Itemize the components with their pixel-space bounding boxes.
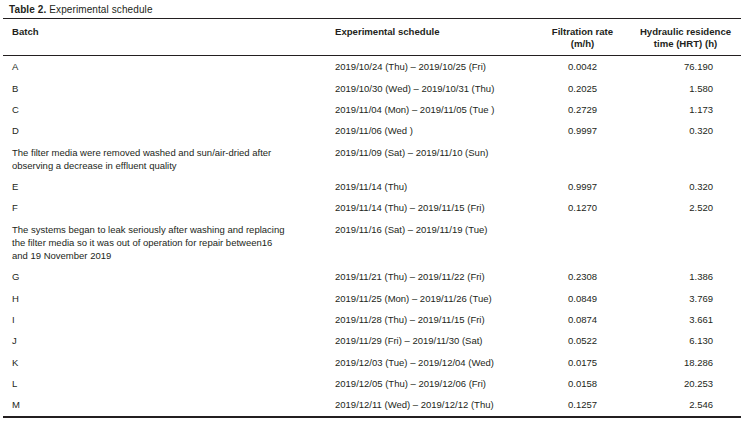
- filtration-rate-header-line2: (m/h): [571, 38, 594, 49]
- hrt-cell: 0.320: [630, 180, 741, 193]
- batch-cell: A: [3, 60, 335, 73]
- table-row: C 2019/11/04 (Mon) – 2019/11/05 (Tue ) 0…: [3, 99, 741, 120]
- hrt-cell: 1.580: [630, 82, 741, 95]
- table-header-row: Batch Experimental schedule Filtration r…: [3, 19, 741, 56]
- filtration-rate-cell: 0.0874: [535, 313, 630, 326]
- table-body: A 2019/10/24 (Thu) – 2019/10/25 (Fri) 0.…: [3, 56, 741, 416]
- table-row: H 2019/11/25 (Mon) – 2019/11/26 (Tue) 0.…: [3, 287, 741, 308]
- filtration-rate-cell: 0.9997: [535, 124, 630, 137]
- schedule-cell: 2019/11/09 (Sat) – 2019/11/10 (Sun): [335, 146, 535, 159]
- hrt-cell: 3.661: [630, 313, 741, 326]
- hrt-cell: [630, 223, 741, 236]
- table-row: B 2019/10/30 (Wed) – 2019/10/31 (Thu) 0.…: [3, 77, 741, 98]
- table-row: F 2019/11/14 (Thu) – 2019/11/15 (Fri) 0.…: [3, 197, 741, 218]
- batch-cell: F: [3, 201, 335, 214]
- column-header-batch: Batch: [3, 26, 335, 38]
- batch-cell: H: [3, 292, 335, 305]
- table-caption-text: Experimental schedule: [49, 4, 152, 15]
- table-row: The systems began to leak seriously afte…: [3, 219, 741, 266]
- hrt-cell: 0.320: [630, 124, 741, 137]
- table-caption-label: Table 2.: [9, 4, 46, 15]
- filtration-rate-header-line1: Filtration rate: [552, 26, 613, 37]
- hrt-cell: 1.173: [630, 103, 741, 116]
- column-header-experimental-schedule: Experimental schedule: [335, 26, 535, 38]
- table-row: G 2019/11/21 (Thu) – 2019/11/22 (Fri) 0.…: [3, 266, 741, 287]
- schedule-cell: 2019/11/04 (Mon) – 2019/11/05 (Tue ): [335, 103, 535, 116]
- filtration-rate-cell: 0.9997: [535, 180, 630, 193]
- hrt-cell: [630, 146, 741, 159]
- schedule-cell: 2019/11/21 (Thu) – 2019/11/22 (Fri): [335, 270, 535, 283]
- schedule-cell: 2019/10/24 (Thu) – 2019/10/25 (Fri): [335, 60, 535, 73]
- batch-cell: L: [3, 377, 335, 390]
- schedule-cell: 2019/11/06 (Wed ): [335, 124, 535, 137]
- batch-cell: D: [3, 124, 335, 137]
- schedule-cell: 2019/11/28 (Thu) – 2019/11/15 (Fri): [335, 313, 535, 326]
- filtration-rate-cell: 0.0175: [535, 356, 630, 369]
- schedule-cell: 2019/12/05 (Thu) – 2019/12/06 (Fri): [335, 377, 535, 390]
- filtration-rate-cell: [535, 146, 630, 159]
- batch-cell: E: [3, 180, 335, 193]
- batch-cell: M: [3, 398, 335, 411]
- filtration-rate-cell: 0.0158: [535, 377, 630, 390]
- schedule-cell: 2019/12/03 (Tue) – 2019/12/04 (Wed): [335, 356, 535, 369]
- hrt-cell: 76.190: [630, 60, 741, 73]
- batch-cell: G: [3, 270, 335, 283]
- filtration-rate-cell: 0.2025: [535, 82, 630, 95]
- table-row: E 2019/11/14 (Thu) 0.9997 0.320: [3, 176, 741, 197]
- filtration-rate-cell: 0.1257: [535, 398, 630, 411]
- table-bottom-rule: [3, 416, 741, 418]
- table-row: L 2019/12/05 (Thu) – 2019/12/06 (Fri) 0.…: [3, 373, 741, 394]
- batch-cell: The systems began to leak seriously afte…: [3, 223, 335, 262]
- hrt-cell: 2.546: [630, 398, 741, 411]
- hrt-cell: 6.130: [630, 334, 741, 347]
- experimental-schedule-table: Batch Experimental schedule Filtration r…: [3, 18, 741, 418]
- hrt-cell: 2.520: [630, 201, 741, 214]
- filtration-rate-cell: [535, 223, 630, 236]
- filtration-rate-cell: 0.1270: [535, 201, 630, 214]
- batch-cell: J: [3, 334, 335, 347]
- filtration-rate-cell: 0.2308: [535, 270, 630, 283]
- hrt-header-line2: time (HRT) (h): [654, 38, 717, 49]
- batch-cell: C: [3, 103, 335, 116]
- filtration-rate-cell: 0.0042: [535, 60, 630, 73]
- batch-cell: I: [3, 313, 335, 326]
- batch-cell: B: [3, 82, 335, 95]
- column-header-hrt: Hydraulic residence time (HRT) (h): [630, 26, 741, 50]
- table-row: K 2019/12/03 (Tue) – 2019/12/04 (Wed) 0.…: [3, 352, 741, 373]
- filtration-rate-cell: 0.0849: [535, 292, 630, 305]
- table-caption: Table 2.Experimental schedule: [3, 3, 744, 18]
- schedule-cell: 2019/11/14 (Thu) – 2019/11/15 (Fri): [335, 201, 535, 214]
- table-row: A 2019/10/24 (Thu) – 2019/10/25 (Fri) 0.…: [3, 56, 741, 77]
- batch-cell: The filter media were removed washed and…: [3, 146, 335, 172]
- batch-cell: K: [3, 356, 335, 369]
- table-row: M 2019/12/11 (Wed) – 2019/12/12 (Thu) 0.…: [3, 394, 741, 415]
- schedule-cell: 2019/10/30 (Wed) – 2019/10/31 (Thu): [335, 82, 535, 95]
- hrt-cell: 1.386: [630, 270, 741, 283]
- schedule-cell: 2019/11/16 (Sat) – 2019/11/19 (Tue): [335, 223, 535, 236]
- table-row: The filter media were removed washed and…: [3, 142, 741, 176]
- schedule-cell: 2019/11/14 (Thu): [335, 180, 535, 193]
- filtration-rate-cell: 0.2729: [535, 103, 630, 116]
- schedule-cell: 2019/12/11 (Wed) – 2019/12/12 (Thu): [335, 398, 535, 411]
- table-row: D 2019/11/06 (Wed ) 0.9997 0.320: [3, 120, 741, 141]
- schedule-cell: 2019/11/29 (Fri) – 2019/11/30 (Sat): [335, 334, 535, 347]
- table-row: J 2019/11/29 (Fri) – 2019/11/30 (Sat) 0.…: [3, 330, 741, 351]
- hrt-header-line1: Hydraulic residence: [640, 26, 731, 37]
- hrt-cell: 18.286: [630, 356, 741, 369]
- paper-table-figure: Table 2.Experimental schedule Batch Expe…: [0, 0, 745, 423]
- filtration-rate-cell: 0.0522: [535, 334, 630, 347]
- hrt-cell: 20.253: [630, 377, 741, 390]
- column-header-filtration-rate: Filtration rate (m/h): [535, 26, 630, 50]
- table-row: I 2019/11/28 (Thu) – 2019/11/15 (Fri) 0.…: [3, 309, 741, 330]
- schedule-cell: 2019/11/25 (Mon) – 2019/11/26 (Tue): [335, 292, 535, 305]
- hrt-cell: 3.769: [630, 292, 741, 305]
